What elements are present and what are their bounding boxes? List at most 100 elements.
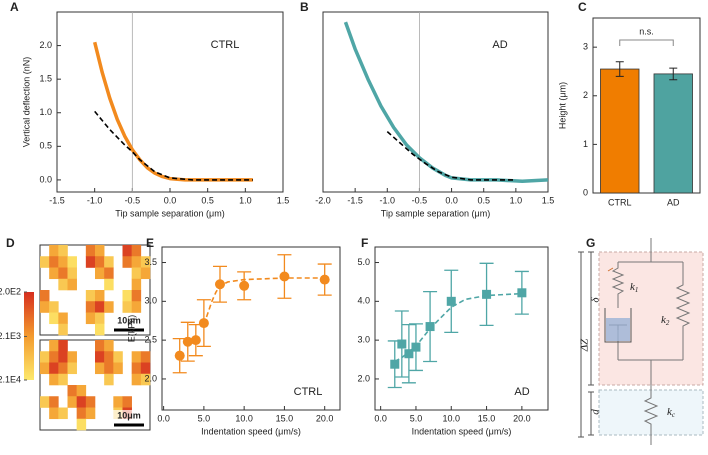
marker	[517, 288, 527, 298]
y-tick-label: 5.0	[357, 257, 370, 267]
heat-cell	[40, 396, 50, 408]
marker	[174, 350, 185, 361]
heat-cell	[40, 301, 50, 313]
heat-cell	[95, 267, 105, 280]
y-tick-label: 3.0	[144, 296, 157, 306]
fit-line	[386, 131, 516, 181]
x-tick-label: 0.0	[374, 413, 387, 423]
marker	[190, 335, 201, 346]
y-tick-label: 0	[583, 187, 588, 197]
heat-cell	[76, 396, 87, 408]
heat-cell	[58, 373, 68, 386]
x-axis-label: Tip sample separation (μm)	[381, 208, 490, 218]
panel-label: E	[146, 236, 154, 250]
heat-cell	[49, 351, 59, 363]
heat-cell	[95, 362, 105, 375]
bar	[600, 68, 640, 194]
marker	[482, 289, 492, 299]
x-tick-label: 0.5	[477, 195, 490, 205]
heat-cell	[40, 290, 50, 302]
x-tick-label: AD	[667, 197, 680, 207]
spring-symbol: k	[630, 281, 636, 293]
significance-bracket	[619, 39, 674, 46]
panel-label: A	[10, 0, 19, 14]
y-tick-label: 2.0	[39, 40, 52, 50]
heat-cell	[67, 256, 77, 268]
heat-cell	[67, 362, 77, 375]
x-tick-label: 1.5	[277, 195, 290, 205]
heat-cell	[95, 245, 105, 257]
x-tick-label: -1.5	[347, 195, 363, 205]
delta-label: δ	[590, 297, 602, 303]
spring-symbol: k	[667, 406, 673, 418]
heat-cell	[85, 407, 96, 420]
d-label: d	[590, 409, 602, 415]
plot-frame	[592, 17, 701, 194]
heat-cell	[49, 301, 59, 313]
heat-cell	[58, 312, 68, 325]
heat-cell	[58, 407, 68, 420]
x-tick-label: -2.0	[315, 195, 331, 205]
plot-frame	[56, 11, 284, 193]
plot-frame	[161, 246, 341, 411]
x-axis-label: Indentation speed (μm/s)	[412, 426, 512, 436]
plot-frame	[374, 246, 549, 411]
panel-label: B	[300, 0, 309, 14]
marker	[214, 279, 225, 290]
dashpot-fluid	[606, 318, 630, 341]
heat-cell	[122, 396, 132, 408]
annotation: CTRL	[294, 386, 323, 398]
marker	[404, 349, 414, 359]
y-tick-label: 0.5	[39, 141, 52, 151]
heat-cell	[104, 278, 114, 291]
heat-cell	[131, 351, 142, 363]
heat-cell	[49, 407, 59, 420]
heat-cell	[49, 256, 59, 268]
y-tick-label: 3	[583, 42, 588, 52]
heat-cell	[85, 301, 96, 313]
heat-cell	[58, 362, 68, 375]
y-tick-label: 0.0	[39, 174, 52, 184]
heat-cell	[49, 373, 59, 386]
heat-cell	[58, 340, 68, 352]
y-tick-label: 2.0	[357, 373, 370, 383]
heat-cell	[140, 362, 151, 375]
heat-cell	[40, 362, 50, 375]
heat-cell	[131, 245, 142, 257]
x-tick-label: 10.0	[442, 413, 460, 423]
data-line	[343, 21, 549, 184]
heat-cell	[104, 301, 114, 313]
y-tick-label: 3.0	[357, 335, 370, 345]
heat-cell	[95, 323, 105, 336]
annotation: AD	[514, 386, 529, 398]
x-tick-label: 5.0	[410, 413, 423, 423]
colorbar-label: 2.1E3	[0, 331, 21, 341]
heat-cell	[95, 301, 105, 313]
marker	[411, 342, 421, 352]
heat-cell	[104, 351, 114, 363]
heat-cell	[131, 278, 142, 291]
panel-label: F	[361, 236, 368, 250]
heat-cell	[131, 362, 142, 375]
heat-cell	[40, 351, 50, 363]
scale-bar-label: 10μm	[117, 410, 141, 420]
heat-cell	[95, 290, 105, 302]
y-axis-label: E(kPa)	[126, 315, 136, 343]
spring-label: k1	[630, 281, 638, 294]
heat-cell	[131, 301, 142, 313]
x-tick-label: 10.0	[235, 413, 253, 423]
data-line	[93, 41, 253, 182]
bar	[653, 73, 693, 194]
heat-cell	[40, 256, 50, 268]
heat-cell	[85, 396, 96, 408]
colorbar-label: 2.0E2	[0, 286, 21, 296]
heat-cell	[49, 267, 59, 280]
y-tick-label: 1	[583, 139, 588, 149]
spring-symbol: k	[661, 314, 667, 326]
x-tick-label: -0.5	[125, 195, 141, 205]
heat-cell	[95, 351, 105, 363]
heat-cell	[113, 351, 123, 363]
heat-cell	[95, 312, 105, 325]
spring-subscript: 2	[666, 319, 670, 327]
